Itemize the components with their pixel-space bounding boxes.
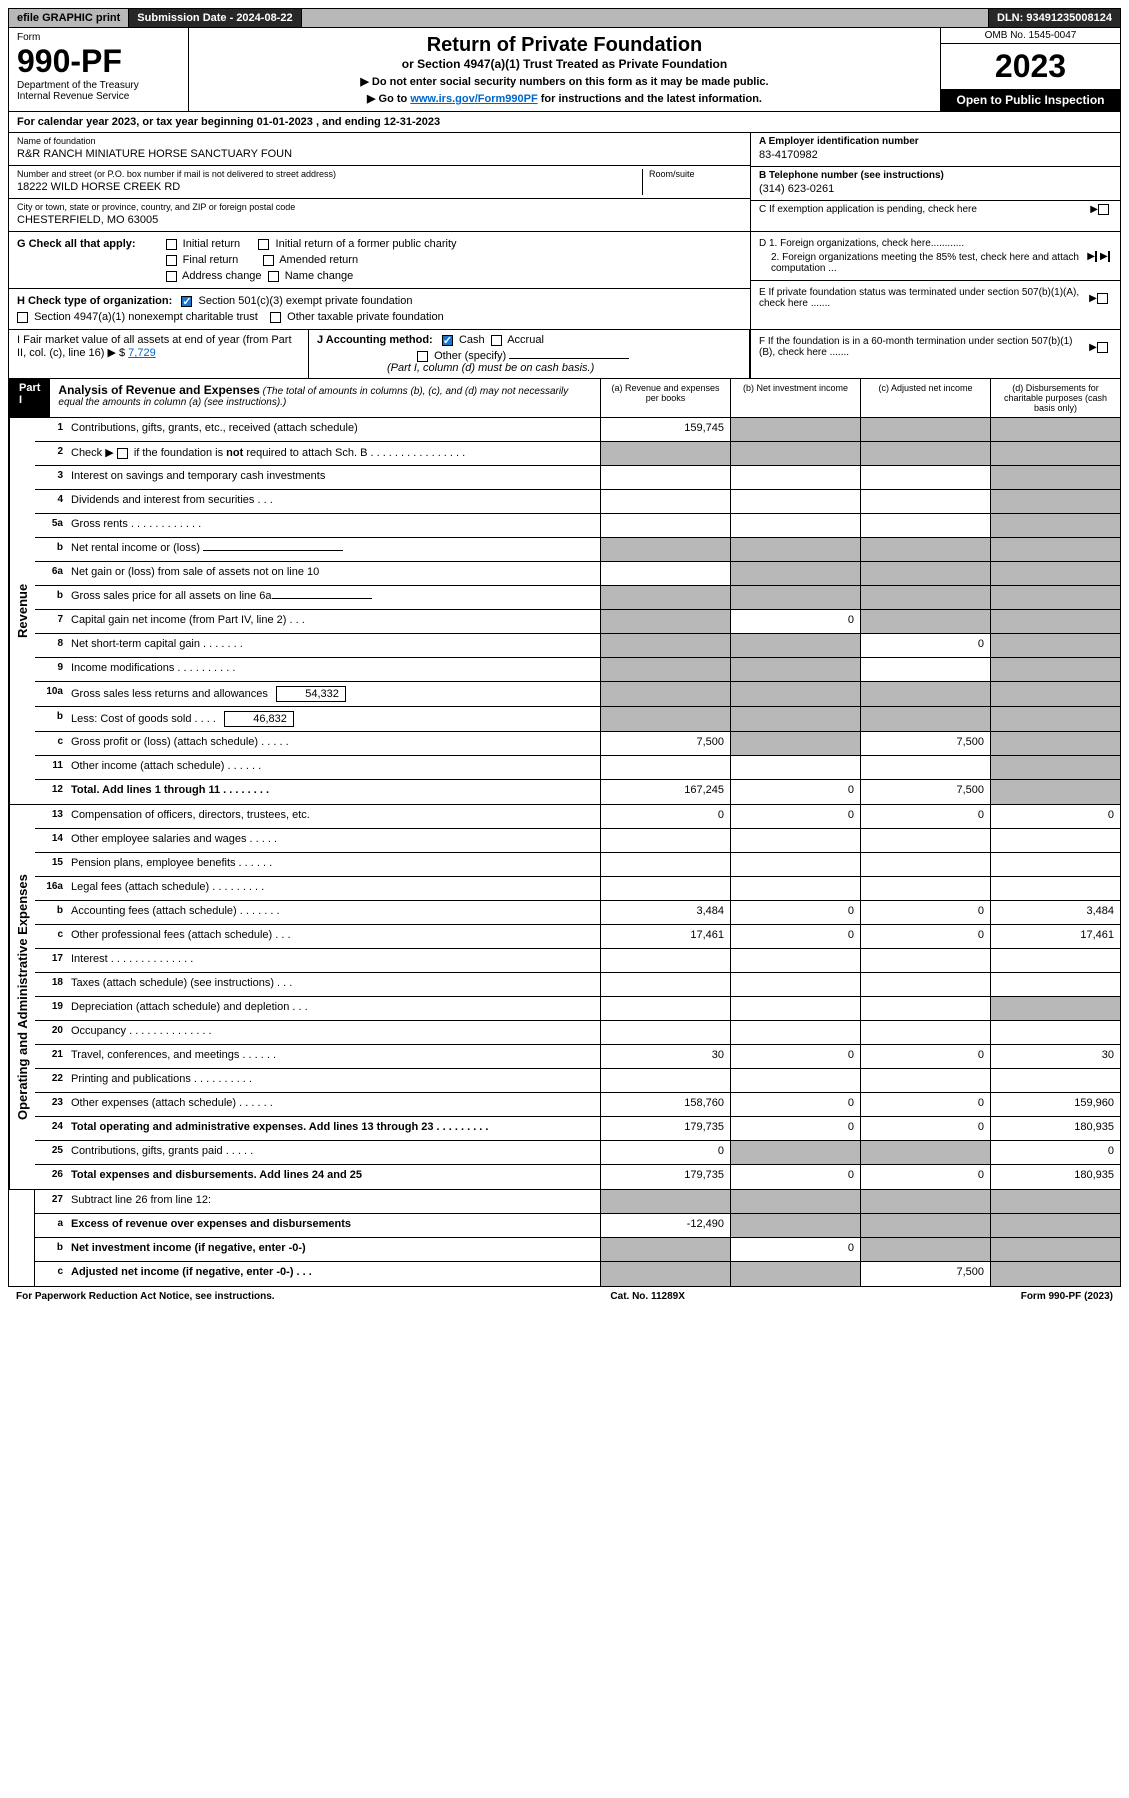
footer-left: For Paperwork Reduction Act Notice, see … [16, 1291, 275, 1302]
g-label: G Check all that apply: [17, 238, 136, 250]
e-label: E If private foundation status was termi… [759, 287, 1088, 309]
notice1: ▶ Do not enter social security numbers o… [195, 75, 934, 88]
form-label: Form [17, 32, 180, 43]
notice2: ▶ Go to www.irs.gov/Form990PF for instru… [195, 92, 934, 105]
c-checkbox[interactable] [1098, 204, 1109, 215]
city-state-zip: CHESTERFIELD, MO 63005 [17, 212, 742, 228]
chk-final[interactable] [166, 255, 177, 266]
revenue-section-label: Revenue [9, 418, 35, 804]
chk-accrual[interactable] [491, 335, 502, 346]
j-label: J Accounting method: [317, 334, 433, 346]
omb: OMB No. 1545-0047 [941, 28, 1120, 44]
chk-d2[interactable] [1108, 251, 1110, 262]
chk-initial-former[interactable] [258, 239, 269, 250]
chk-name-change[interactable] [268, 271, 279, 282]
irs-link[interactable]: www.irs.gov/Form990PF [410, 93, 537, 105]
tel-label: B Telephone number (see instructions) [759, 170, 1112, 181]
chk-amended[interactable] [263, 255, 274, 266]
expense-section-label: Operating and Administrative Expenses [9, 805, 35, 1189]
name-label: Name of foundation [17, 136, 742, 146]
calendar-line: For calendar year 2023, or tax year begi… [8, 112, 1121, 133]
form-header: Form 990-PF Department of the Treasury I… [8, 28, 1121, 112]
dln: DLN: 93491235008124 [989, 9, 1120, 27]
open-public: Open to Public Inspection [941, 89, 1120, 111]
street-address: 18222 WILD HORSE CREEK RD [17, 179, 642, 195]
part1-label: Part I [9, 379, 50, 417]
form-title: Return of Private Foundation [195, 34, 934, 57]
footer-mid: Cat. No. 11289X [610, 1291, 684, 1302]
col-d-header: (d) Disbursements for charitable purpose… [990, 379, 1120, 417]
efile-label[interactable]: efile GRAPHIC print [9, 9, 129, 27]
ein: 83-4170982 [759, 147, 1112, 163]
chk-cash[interactable] [442, 335, 453, 346]
c-label: C If exemption application is pending, c… [759, 204, 1090, 215]
dept: Department of the Treasury [17, 80, 180, 91]
telephone: (314) 623-0261 [759, 181, 1112, 197]
form-subtitle: or Section 4947(a)(1) Trust Treated as P… [195, 57, 934, 71]
footer-right: Form 990-PF (2023) [1021, 1291, 1113, 1302]
chk-d1[interactable] [1095, 251, 1097, 262]
h-label: H Check type of organization: [17, 295, 172, 307]
city-label: City or town, state or province, country… [17, 202, 742, 212]
irs: Internal Revenue Service [17, 91, 180, 102]
addr-label: Number and street (or P.O. box number if… [17, 169, 642, 179]
chk-schb[interactable] [117, 448, 128, 459]
chk-initial[interactable] [166, 239, 177, 250]
ein-label: A Employer identification number [759, 136, 1112, 147]
fmv-value[interactable]: 7,729 [128, 347, 156, 359]
room-label: Room/suite [649, 169, 742, 179]
j-note: (Part I, column (d) must be on cash basi… [317, 362, 741, 374]
form-number: 990-PF [17, 43, 180, 80]
chk-e[interactable] [1097, 293, 1108, 304]
col-a-header: (a) Revenue and expenses per books [600, 379, 730, 417]
chk-f[interactable] [1097, 342, 1108, 353]
foundation-name: R&R RANCH MINIATURE HORSE SANCTUARY FOUN [17, 146, 742, 162]
col-c-header: (c) Adjusted net income [860, 379, 990, 417]
chk-other-taxable[interactable] [270, 312, 281, 323]
d2-label: 2. Foreign organizations meeting the 85%… [759, 252, 1088, 274]
submission-date: Submission Date - 2024-08-22 [129, 9, 301, 27]
chk-addr-change[interactable] [166, 271, 177, 282]
chk-501c3[interactable] [181, 296, 192, 307]
col-b-header: (b) Net investment income [730, 379, 860, 417]
tax-year: 2023 [941, 44, 1120, 89]
d1-label: D 1. Foreign organizations, check here..… [759, 238, 1088, 249]
part1-title: Analysis of Revenue and Expenses [58, 383, 259, 397]
f-label: F If the foundation is in a 60-month ter… [759, 336, 1088, 358]
chk-other-method[interactable] [417, 351, 428, 362]
topbar: efile GRAPHIC print Submission Date - 20… [8, 8, 1121, 28]
chk-4947[interactable] [17, 312, 28, 323]
